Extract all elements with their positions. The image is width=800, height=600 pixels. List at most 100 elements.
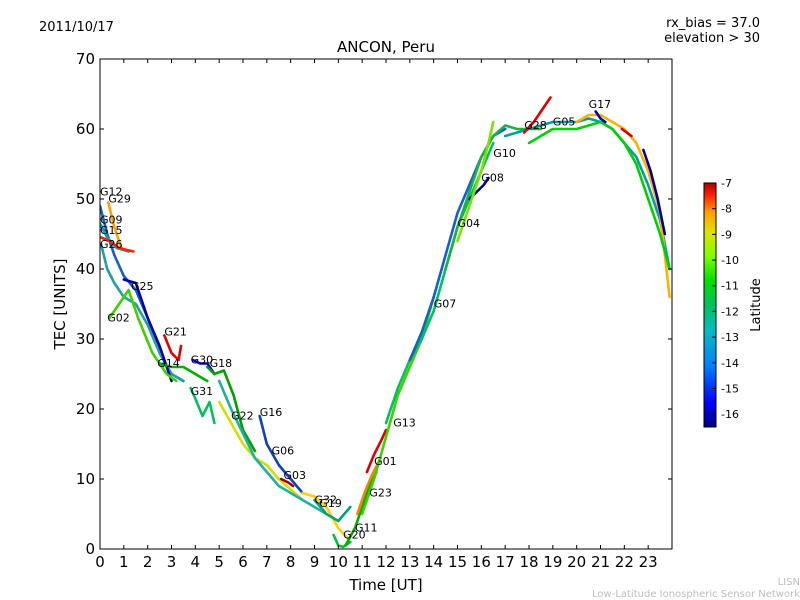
series-g31	[189, 386, 216, 425]
label-g09: G09	[100, 214, 123, 227]
label-g10: G10	[493, 147, 516, 160]
credit-line1: LISN	[778, 577, 800, 588]
y-tick-label: 50	[76, 190, 95, 208]
x-tick-label: 15	[448, 553, 467, 571]
label-g13: G13	[393, 417, 416, 430]
chart-title: ANCON, Peru	[337, 38, 435, 56]
x-tick-label: 18	[519, 553, 538, 571]
series-g02	[108, 288, 178, 383]
y-tick-label: 20	[76, 400, 95, 418]
date-label: 2011/10/17	[39, 20, 114, 35]
x-tick-label: 4	[191, 553, 201, 571]
series-g21	[163, 334, 183, 362]
colorbar-tick-label: -12	[721, 305, 739, 318]
colorbar-tick-label: -7	[721, 177, 732, 190]
y-tick-label: 70	[76, 50, 95, 68]
y-tick-label: 30	[76, 330, 95, 348]
series-g24	[527, 120, 671, 271]
x-tick-label: 23	[639, 553, 658, 571]
x-tick-label: 2	[143, 553, 153, 571]
y-axis-label: TEC [UNITS]	[51, 259, 69, 351]
x-tick-label: 3	[167, 553, 177, 571]
series-g01	[365, 428, 388, 474]
y-tick-label: 40	[76, 260, 95, 278]
label-g28: G28	[524, 119, 547, 132]
series-g25	[122, 278, 173, 383]
series-g16	[258, 414, 304, 495]
series-g03	[279, 477, 295, 488]
label-g08: G08	[481, 172, 504, 185]
x-tick-label: 20	[567, 553, 586, 571]
label-g17: G17	[589, 98, 612, 111]
series-g11	[344, 470, 378, 547]
y-tick-label: 60	[76, 120, 95, 138]
colorbar-tick-label: -8	[721, 203, 732, 216]
label-g12: G12	[100, 186, 123, 199]
rx-bias-label: rx_bias = 37.0	[666, 16, 760, 31]
colorbar-tick-label: -9	[721, 228, 732, 241]
series-g33	[594, 110, 607, 124]
colorbar-tick-label: -15	[721, 382, 739, 395]
x-axis-ticks: 0 1 2 3 4 5 6 7 8 9 10 11 12 13 14 15 16 17 18 19 20 21 22 23	[95, 59, 658, 571]
x-tick-label: 16	[472, 553, 491, 571]
series-g35	[620, 127, 633, 138]
label-g07: G07	[434, 298, 457, 311]
label-g06: G06	[272, 445, 295, 458]
x-tick-label: 17	[496, 553, 515, 571]
colorbar-ticks: -7 -8 -9 -10 -11 -12 -13 -14 -15 -16	[712, 177, 739, 421]
x-tick-label: 12	[376, 553, 395, 571]
label-g14: G14	[157, 357, 180, 370]
x-tick-label: 14	[424, 553, 443, 571]
series-g23	[356, 460, 381, 516]
x-tick-label: 5	[214, 553, 224, 571]
x-tick-label: 10	[329, 553, 348, 571]
series-g22	[217, 400, 304, 502]
label-g18: G18	[210, 357, 233, 370]
y-tick-label: 0	[85, 540, 95, 558]
x-tick-label: 8	[286, 553, 296, 571]
label-g22: G22	[231, 410, 254, 423]
series-g17	[575, 113, 671, 299]
label-g05: G05	[553, 116, 576, 129]
series-g32	[301, 491, 350, 540]
colorbar-label: Latitude	[749, 278, 764, 332]
x-axis-label: Time [UT]	[348, 576, 422, 594]
plot-frame	[99, 58, 673, 550]
colorbar-tick-label: -13	[721, 331, 739, 344]
series-g29	[107, 201, 123, 250]
label-g20: G20	[343, 529, 366, 542]
colorbar	[703, 182, 717, 428]
label-g26: G26	[100, 238, 123, 251]
colorbar-tick-label: -16	[721, 408, 739, 421]
series-g14	[158, 362, 209, 383]
label-g03: G03	[284, 469, 307, 482]
series-g05	[503, 117, 671, 271]
x-tick-label: 19	[543, 553, 562, 571]
series-g34	[642, 148, 667, 236]
x-tick-label: 22	[615, 553, 634, 571]
label-g25: G25	[131, 280, 154, 293]
x-tick-label: 6	[238, 553, 248, 571]
label-g21: G21	[164, 326, 187, 339]
y-axis-ticks: 0 10 20 30 40 50 60 70	[76, 50, 672, 558]
x-tick-label: 9	[310, 553, 320, 571]
label-g30: G30	[191, 354, 214, 367]
colorbar-tick-label: -11	[721, 280, 739, 293]
label-g31: G31	[191, 385, 214, 398]
label-g01: G01	[374, 455, 397, 468]
y-tick-label: 10	[76, 470, 95, 488]
series-layer	[100, 96, 671, 549]
label-g04: G04	[458, 217, 481, 230]
series-g15	[100, 236, 135, 253]
colorbar-tick-label: -14	[721, 357, 739, 370]
x-tick-label: 13	[400, 553, 419, 571]
x-tick-label: 0	[95, 553, 105, 571]
label-g16: G16	[260, 406, 283, 419]
label-g23: G23	[369, 487, 392, 500]
series-g06	[217, 379, 328, 516]
series-g27	[522, 96, 552, 134]
credit-line2: Low-Latitude Ionospheric Sensor Network	[592, 589, 800, 600]
x-tick-label: 11	[353, 553, 372, 571]
